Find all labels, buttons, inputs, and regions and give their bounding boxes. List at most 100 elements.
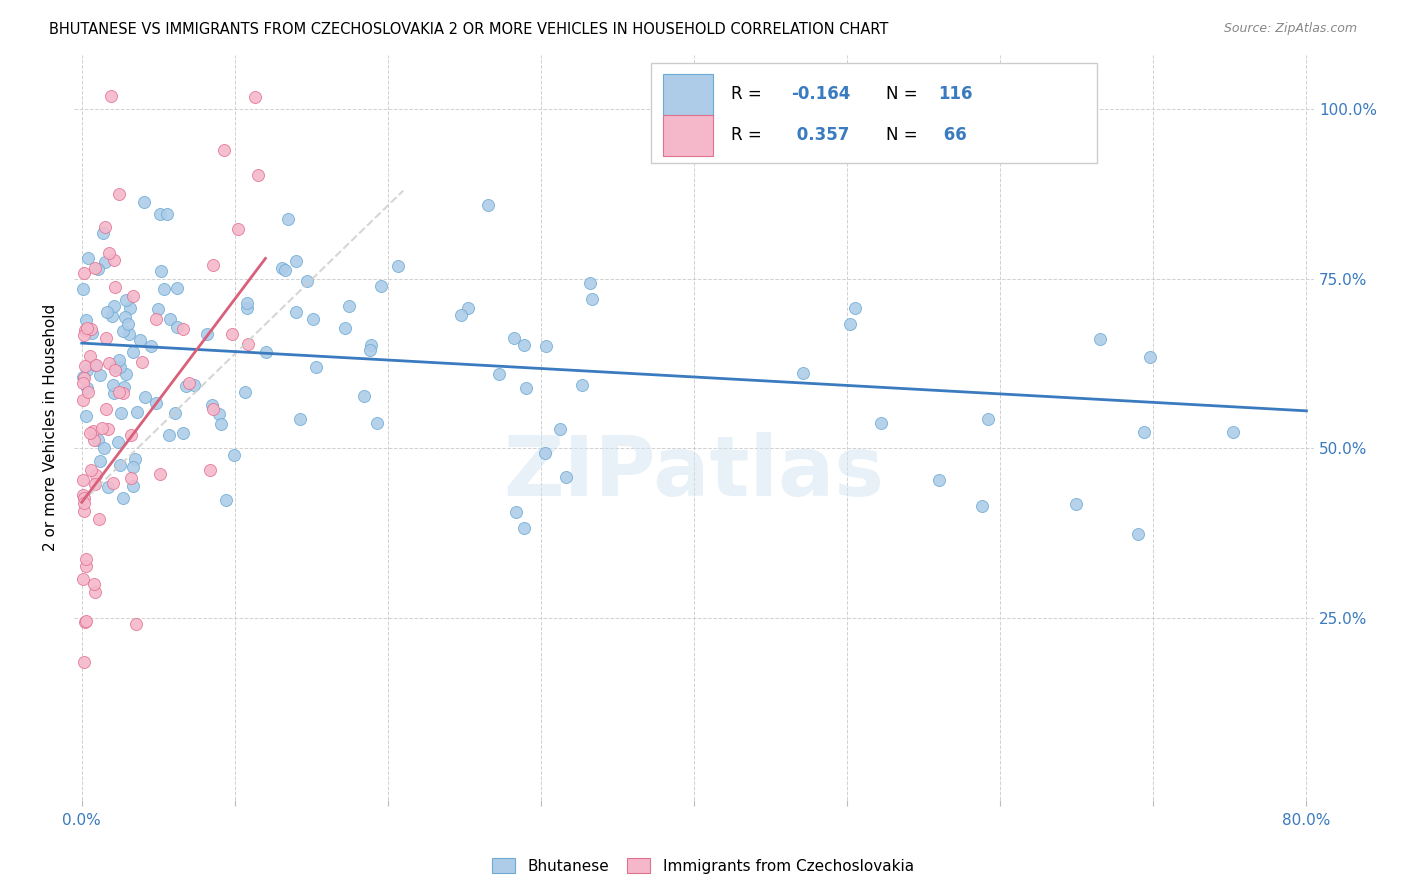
- Point: [166, 320, 188, 334]
- Text: 0.357: 0.357: [790, 126, 849, 144]
- Text: N =: N =: [886, 85, 924, 103]
- Point: [83, 576, 105, 591]
- Point: [288, 412, 311, 426]
- Point: [104, 363, 127, 377]
- Point: [202, 258, 225, 272]
- Point: [554, 470, 576, 484]
- Point: [121, 345, 143, 359]
- Point: [103, 299, 125, 313]
- Point: [274, 263, 297, 277]
- Point: [79, 425, 101, 440]
- Point: [157, 428, 180, 442]
- Point: [215, 493, 238, 508]
- Point: [212, 144, 235, 158]
- Point: [112, 380, 135, 394]
- Point: [107, 353, 129, 368]
- Point: [76, 381, 98, 395]
- Point: [145, 312, 167, 326]
- Point: [73, 655, 96, 669]
- Point: [97, 480, 120, 494]
- Text: R =: R =: [731, 85, 768, 103]
- Point: [75, 409, 97, 423]
- Point: [114, 293, 136, 308]
- Point: [270, 260, 292, 275]
- Point: [233, 385, 256, 400]
- Point: [132, 194, 155, 209]
- Point: [79, 349, 101, 363]
- Point: [844, 301, 866, 315]
- Point: [533, 446, 555, 460]
- Point: [76, 321, 98, 335]
- Text: BHUTANESE VS IMMIGRANTS FROM CZECHOSLOVAKIA 2 OR MORE VEHICLES IN HOUSEHOLD CORR: BHUTANESE VS IMMIGRANTS FROM CZECHOSLOVA…: [49, 22, 889, 37]
- Point: [153, 282, 176, 296]
- Point: [333, 320, 356, 334]
- Point: [1064, 497, 1087, 511]
- Point: [94, 331, 117, 345]
- Point: [72, 371, 94, 385]
- Point: [578, 277, 600, 291]
- Text: ZIPatlas: ZIPatlas: [503, 432, 884, 513]
- Point: [366, 416, 388, 430]
- Point: [131, 354, 153, 368]
- Point: [246, 168, 269, 182]
- Point: [125, 405, 148, 419]
- Point: [84, 359, 107, 373]
- Point: [75, 615, 97, 629]
- Point: [1128, 527, 1150, 541]
- Point: [457, 301, 479, 315]
- Point: [121, 288, 143, 302]
- Point: [301, 312, 323, 326]
- Point: [112, 491, 135, 505]
- Point: [125, 617, 148, 632]
- Point: [112, 324, 135, 338]
- Point: [254, 344, 277, 359]
- Point: [73, 615, 96, 630]
- Point: [503, 330, 526, 344]
- Point: [72, 282, 94, 296]
- Point: [72, 369, 94, 384]
- FancyBboxPatch shape: [651, 62, 1097, 163]
- Point: [84, 261, 107, 276]
- Point: [72, 393, 94, 408]
- Point: [118, 326, 141, 341]
- Point: [1139, 351, 1161, 365]
- Point: [121, 479, 143, 493]
- Point: [101, 475, 124, 490]
- Point: [120, 471, 142, 485]
- Point: [536, 339, 558, 353]
- Point: [221, 327, 243, 342]
- Point: [93, 442, 115, 456]
- Point: [118, 301, 141, 315]
- Point: [107, 435, 129, 450]
- Point: [84, 358, 107, 372]
- Point: [277, 211, 299, 226]
- Point: [104, 279, 127, 293]
- Point: [337, 300, 360, 314]
- Point: [76, 363, 98, 377]
- Point: [77, 384, 100, 399]
- Point: [513, 338, 536, 352]
- Point: [209, 417, 232, 432]
- Point: [82, 425, 104, 439]
- Point: [149, 207, 172, 221]
- Point: [1133, 425, 1156, 439]
- Point: [77, 252, 100, 266]
- Point: [166, 280, 188, 294]
- Point: [145, 395, 167, 409]
- Point: [285, 254, 308, 268]
- Point: [97, 422, 120, 436]
- Point: [236, 301, 259, 316]
- Point: [72, 572, 94, 586]
- Point: [172, 321, 194, 335]
- Point: [129, 333, 152, 347]
- Point: [450, 308, 472, 322]
- Point: [91, 226, 114, 240]
- Point: [571, 377, 593, 392]
- Point: [976, 412, 998, 426]
- Point: [75, 558, 97, 573]
- Point: [94, 402, 117, 417]
- Point: [200, 463, 222, 477]
- Legend: Bhutanese, Immigrants from Czechoslovakia: Bhutanese, Immigrants from Czechoslovaki…: [486, 852, 920, 880]
- Point: [84, 468, 107, 483]
- Point: [297, 274, 319, 288]
